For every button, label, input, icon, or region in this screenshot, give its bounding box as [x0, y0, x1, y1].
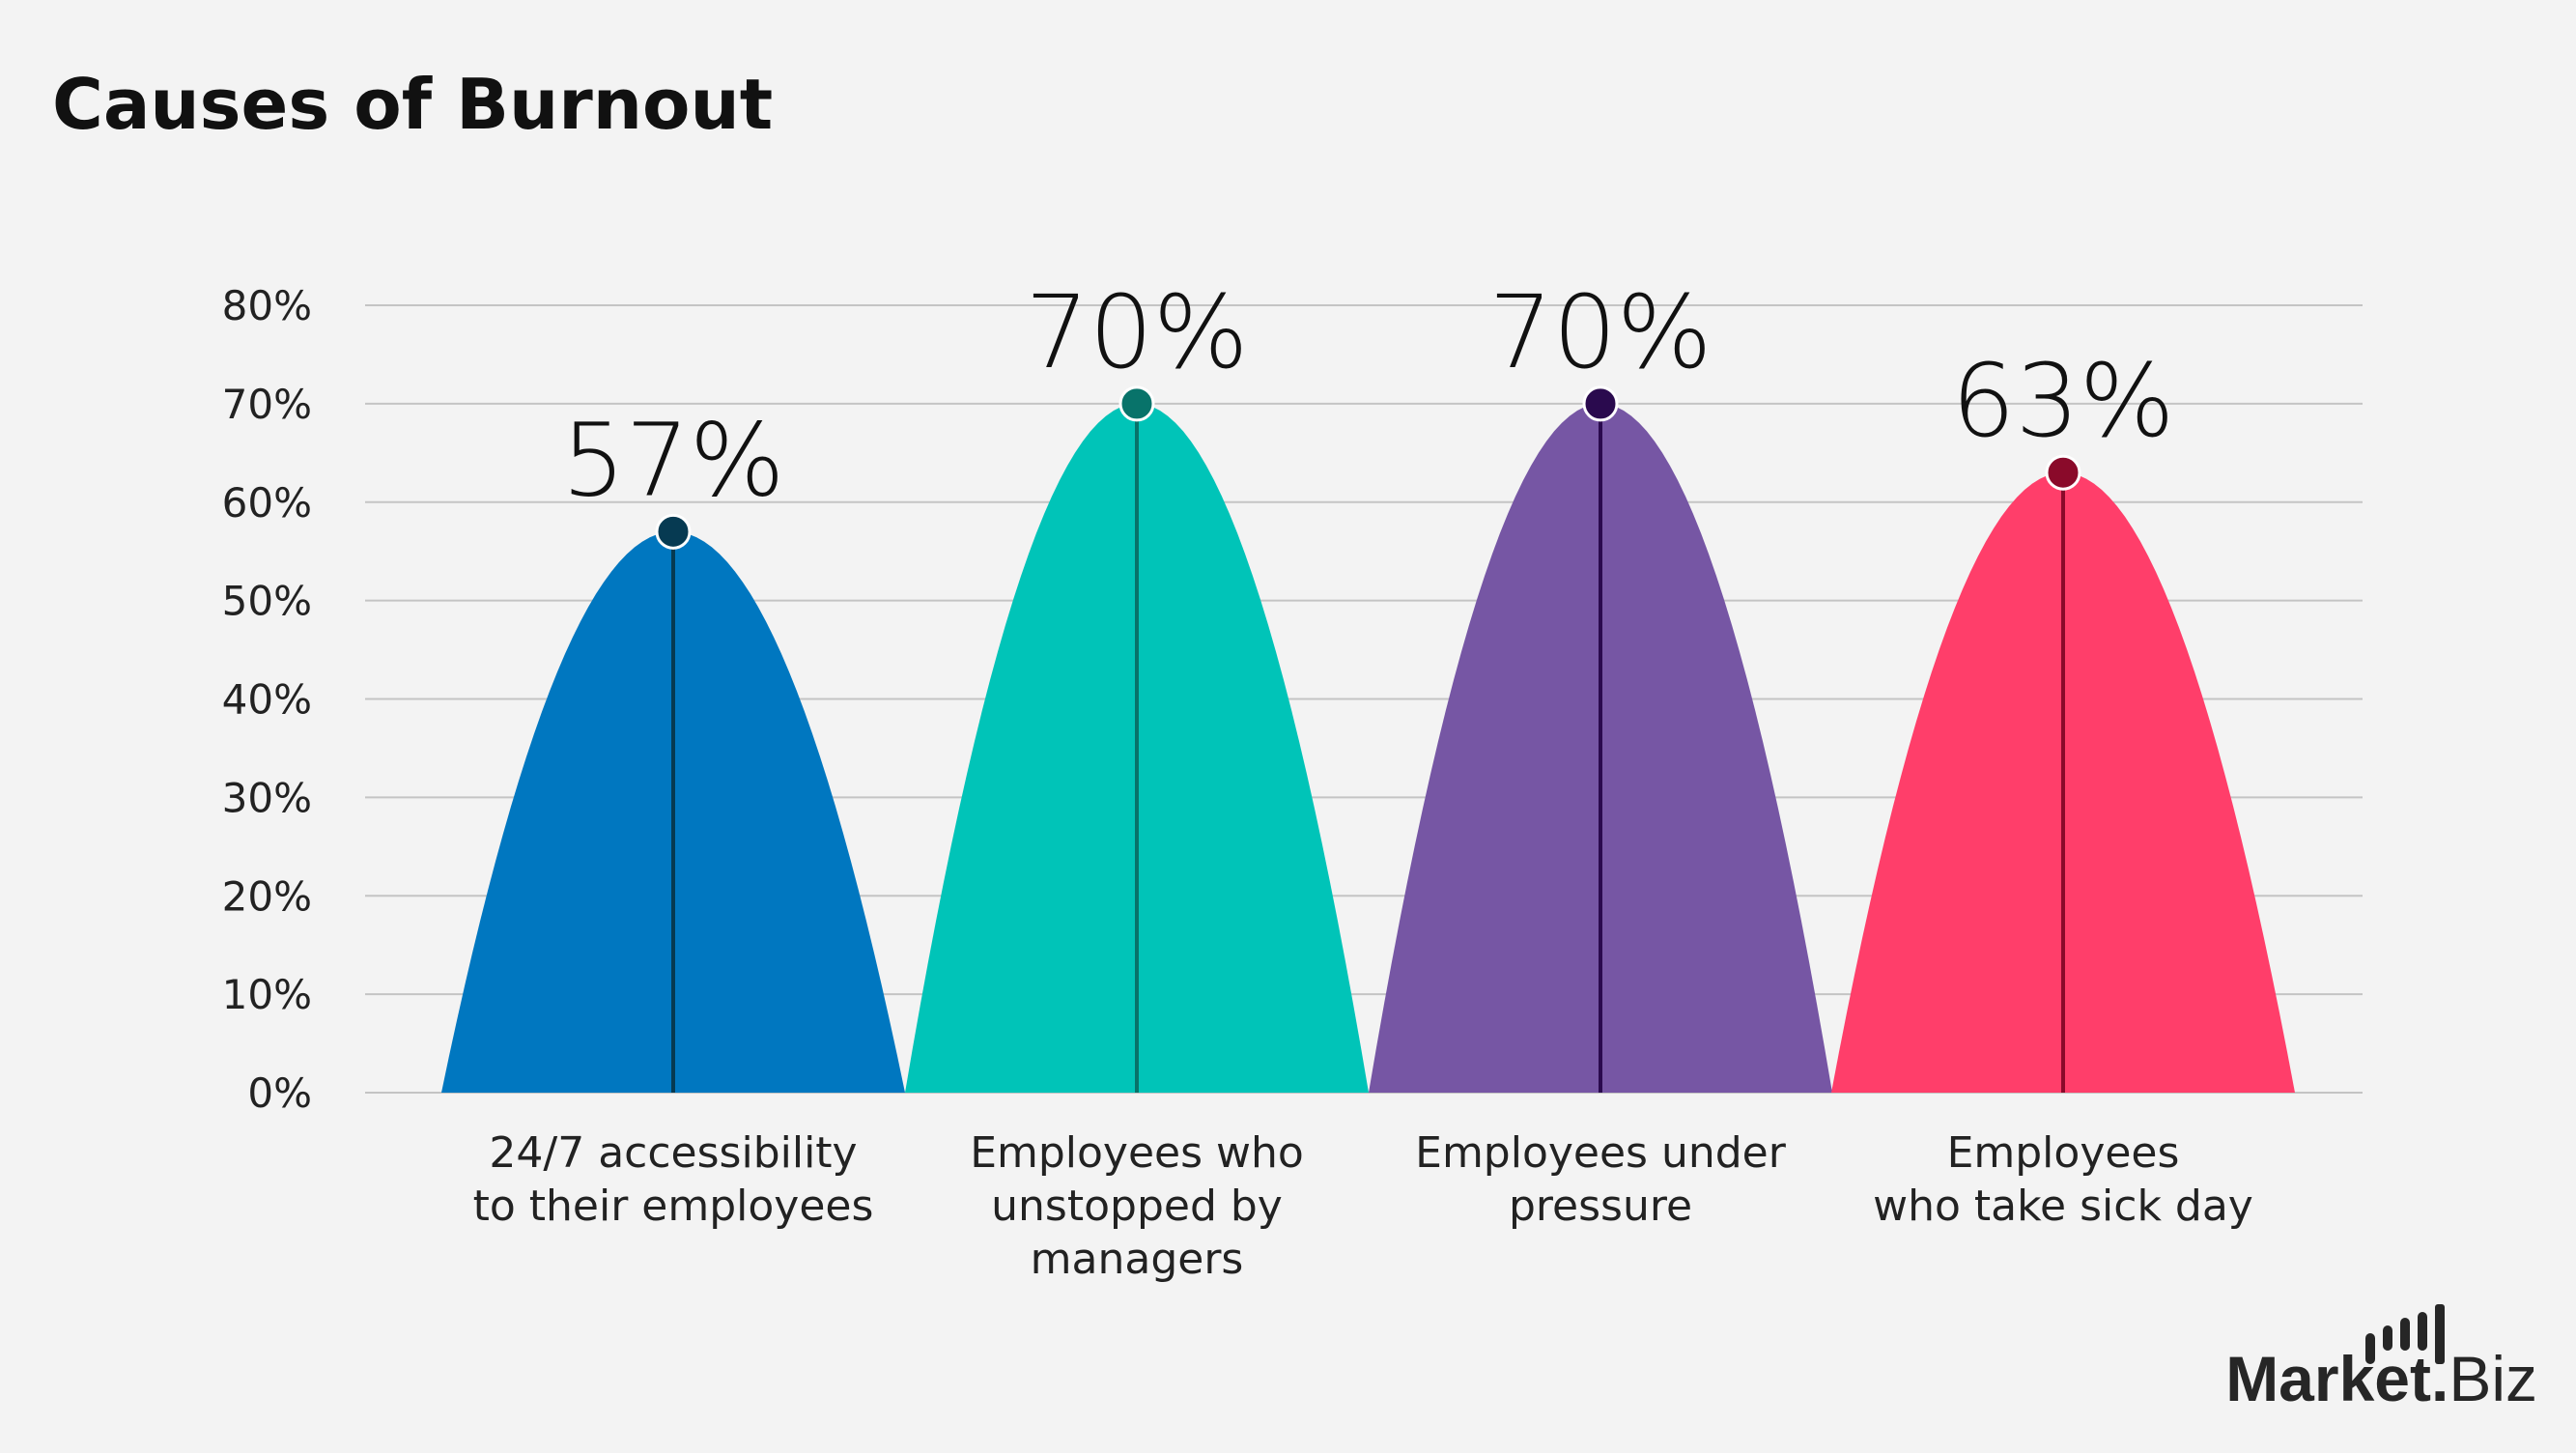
data-label: 63% [1951, 342, 2174, 460]
x-tick-label: unstopped by [991, 1182, 1283, 1231]
data-label: 70% [1488, 273, 1712, 391]
x-tick-label: 24/7 accessibility [489, 1128, 857, 1178]
y-tick-label: 30% [222, 774, 312, 821]
x-tick-label: who take sick day [1873, 1182, 2253, 1231]
signal-bars-icon [2365, 1304, 2446, 1364]
y-tick-label: 20% [222, 872, 312, 920]
marketbiz-logo: Market.Biz [2225, 1304, 2537, 1453]
data-point [1582, 385, 1619, 422]
x-tick-label: managers [1031, 1235, 1244, 1284]
x-tick-label: pressure [1509, 1182, 1692, 1231]
y-tick-label: 50% [222, 578, 312, 625]
data-point [1118, 385, 1155, 422]
y-tick-label: 70% [222, 381, 312, 428]
logo-text-biz: Biz [2449, 1343, 2537, 1414]
x-tick-label: Employees under [1415, 1128, 1787, 1178]
data-point [2045, 454, 2081, 491]
y-tick-label: 10% [222, 971, 312, 1018]
y-tick-label: 80% [222, 282, 312, 329]
data-label: 57% [561, 401, 784, 519]
y-tick-label: 60% [222, 479, 312, 527]
x-tick-label: Employees [1947, 1128, 2180, 1178]
y-tick-label: 40% [222, 676, 312, 724]
data-label: 70% [1025, 273, 1248, 391]
data-point [655, 513, 692, 550]
x-tick-label: Employees who [970, 1128, 1304, 1178]
logo-text-market: Market [2225, 1343, 2431, 1414]
chart-title: Causes of Burnout [52, 64, 774, 145]
y-tick-label: 0% [247, 1069, 312, 1117]
x-tick-label: to their employees [473, 1182, 874, 1231]
